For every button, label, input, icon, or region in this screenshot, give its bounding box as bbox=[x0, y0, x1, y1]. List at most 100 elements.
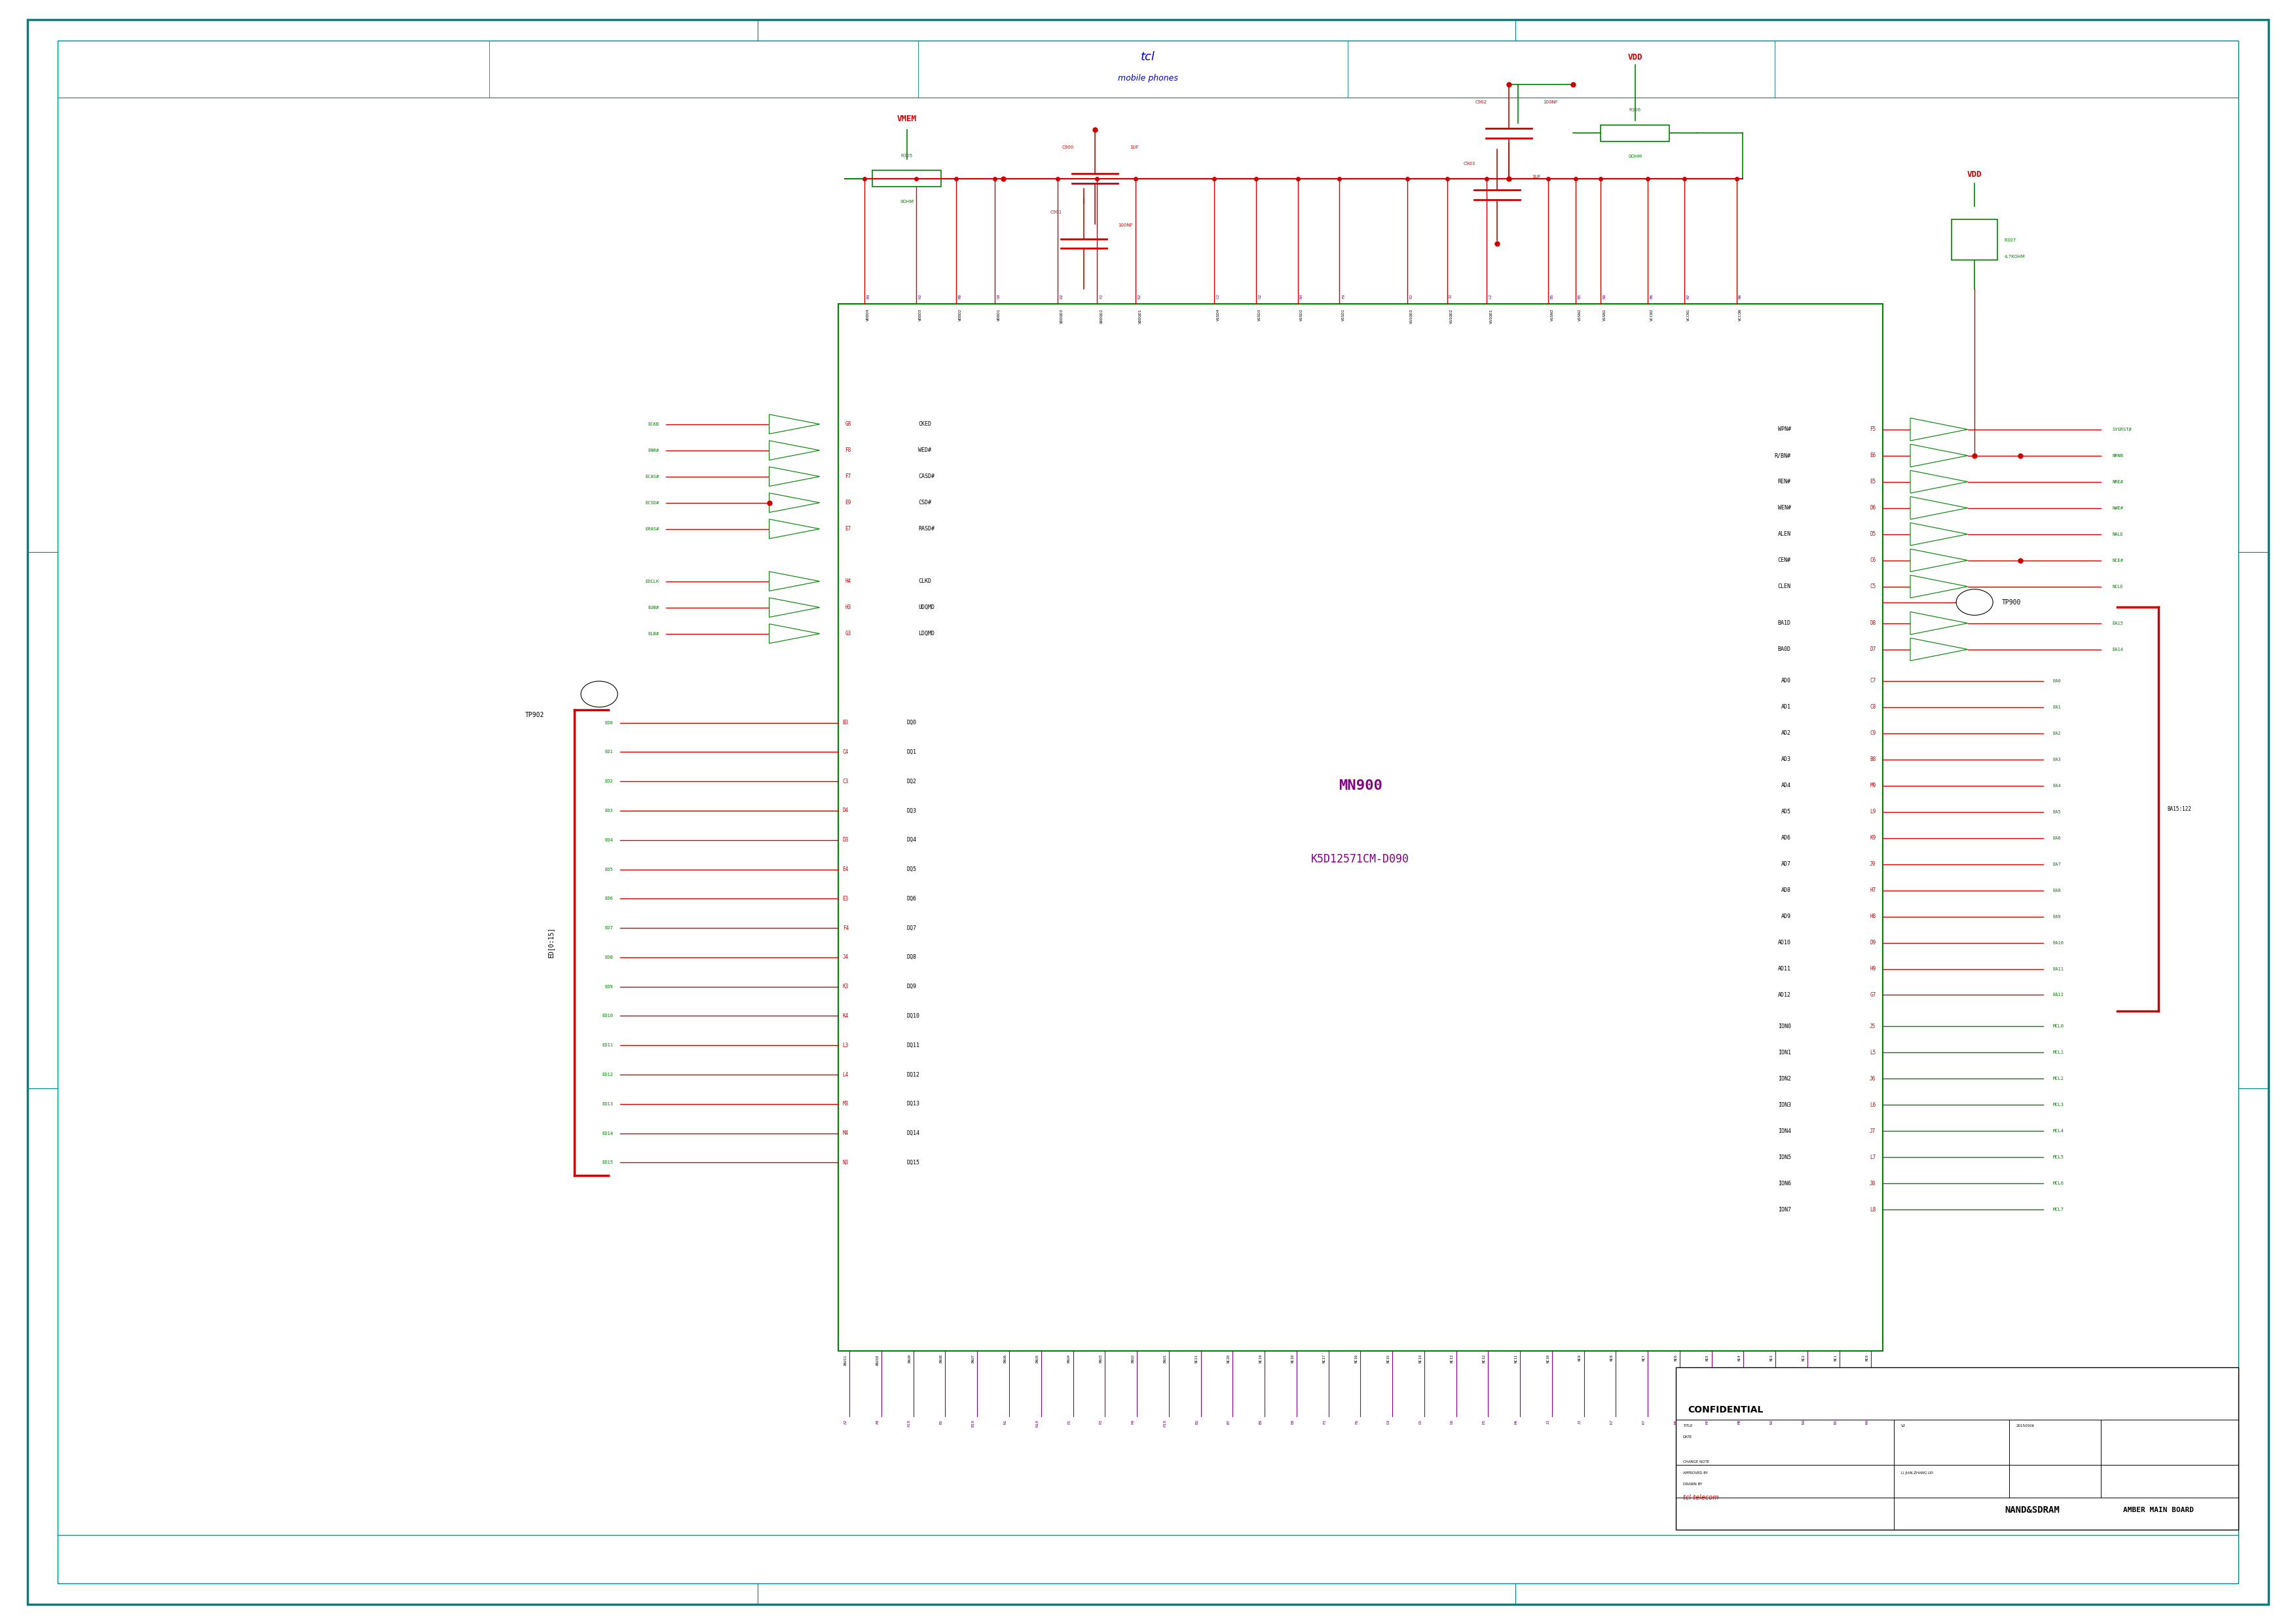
Text: EA9: EA9 bbox=[2053, 914, 2062, 919]
Text: MCL6: MCL6 bbox=[2053, 1182, 2064, 1186]
Text: AD1: AD1 bbox=[1782, 705, 1791, 710]
Text: 0OHM: 0OHM bbox=[900, 200, 914, 203]
Text: EA7: EA7 bbox=[2053, 862, 2062, 866]
Text: EA5: EA5 bbox=[2053, 810, 2062, 814]
Text: ION6: ION6 bbox=[1777, 1181, 1791, 1187]
Text: EA2: EA2 bbox=[2053, 731, 2062, 736]
Text: H8: H8 bbox=[1869, 914, 1876, 919]
Text: ED1: ED1 bbox=[604, 750, 613, 754]
Text: C8: C8 bbox=[1869, 705, 1876, 710]
Text: NC16: NC16 bbox=[1355, 1354, 1357, 1363]
Text: ION7: ION7 bbox=[1777, 1207, 1791, 1213]
Text: VDDQD1: VDDQD1 bbox=[1139, 309, 1141, 323]
Text: ED12: ED12 bbox=[602, 1073, 613, 1077]
Text: ED13: ED13 bbox=[602, 1103, 613, 1106]
Text: 4.7KOHM: 4.7KOHM bbox=[2004, 255, 2025, 258]
Text: EA12: EA12 bbox=[2053, 992, 2064, 997]
Text: EA11: EA11 bbox=[2053, 966, 2064, 971]
Text: NC12: NC12 bbox=[1483, 1354, 1486, 1363]
Text: ED11: ED11 bbox=[602, 1043, 613, 1047]
Text: A9: A9 bbox=[875, 1419, 879, 1424]
Text: E5: E5 bbox=[1869, 479, 1876, 484]
Text: ECSD#: ECSD# bbox=[645, 500, 659, 505]
Text: CONFIDENTIAL: CONFIDENTIAL bbox=[1688, 1405, 1763, 1415]
Text: E3: E3 bbox=[843, 896, 850, 901]
Text: K2: K2 bbox=[1139, 294, 1141, 299]
Text: C9: C9 bbox=[1869, 731, 1876, 736]
Text: P2: P2 bbox=[1100, 1419, 1102, 1424]
Text: K9: K9 bbox=[1869, 835, 1876, 841]
Text: tcl telecom: tcl telecom bbox=[1683, 1494, 1720, 1501]
Bar bbox=[1952, 219, 1998, 260]
Text: tcl: tcl bbox=[1141, 50, 1155, 63]
Text: C901: C901 bbox=[1049, 211, 1063, 214]
Text: J3: J3 bbox=[1577, 1419, 1582, 1424]
Polygon shape bbox=[769, 598, 820, 617]
Text: ED9: ED9 bbox=[604, 984, 613, 989]
Polygon shape bbox=[1910, 612, 1968, 635]
Text: DNU11: DNU11 bbox=[845, 1354, 847, 1366]
Text: ECKB: ECKB bbox=[647, 422, 659, 425]
Text: ED2: ED2 bbox=[604, 780, 613, 783]
Text: L7: L7 bbox=[1869, 1155, 1876, 1160]
Text: NC10: NC10 bbox=[1548, 1354, 1550, 1363]
Text: MCL7: MCL7 bbox=[2053, 1208, 2064, 1212]
Text: P10: P10 bbox=[1164, 1419, 1166, 1427]
Text: VSSQD1: VSSQD1 bbox=[1490, 309, 1492, 323]
Text: C4: C4 bbox=[843, 749, 850, 755]
Text: NRNB: NRNB bbox=[2112, 453, 2124, 458]
Text: CLKD: CLKD bbox=[918, 578, 932, 585]
Text: TP900: TP900 bbox=[2002, 599, 2020, 606]
Text: ED3: ED3 bbox=[604, 809, 613, 812]
Text: DNU8: DNU8 bbox=[939, 1354, 944, 1363]
Text: DNU9: DNU9 bbox=[907, 1354, 912, 1363]
Text: AD7: AD7 bbox=[1782, 861, 1791, 867]
Text: EDCLK: EDCLK bbox=[645, 580, 659, 583]
Text: NC14: NC14 bbox=[1419, 1354, 1421, 1363]
Text: BA1D: BA1D bbox=[1777, 620, 1791, 627]
Text: N5: N5 bbox=[1835, 1419, 1837, 1424]
Text: ION2: ION2 bbox=[1777, 1075, 1791, 1082]
Text: E8: E8 bbox=[1290, 1419, 1295, 1424]
Bar bbox=[1676, 1367, 2239, 1530]
Text: K7: K7 bbox=[1609, 1419, 1614, 1424]
Bar bbox=[872, 171, 941, 187]
Text: DQ10: DQ10 bbox=[907, 1013, 921, 1018]
Text: NC7: NC7 bbox=[1642, 1354, 1646, 1361]
Text: AD4: AD4 bbox=[1782, 783, 1791, 789]
Text: B9: B9 bbox=[1258, 1419, 1263, 1424]
Text: B7: B7 bbox=[1226, 1419, 1231, 1424]
Text: VDDD1: VDDD1 bbox=[996, 309, 1001, 322]
Text: ED14: ED14 bbox=[602, 1132, 613, 1135]
Text: AD0: AD0 bbox=[1782, 677, 1791, 684]
Text: M6: M6 bbox=[1674, 1419, 1678, 1424]
Text: P1: P1 bbox=[1068, 1419, 1070, 1424]
Text: DNU1: DNU1 bbox=[1164, 1354, 1166, 1363]
Text: TITLE: TITLE bbox=[1683, 1424, 1692, 1427]
Text: J6: J6 bbox=[1869, 1075, 1876, 1082]
Text: CKED: CKED bbox=[918, 421, 932, 427]
Text: M7: M7 bbox=[1706, 1419, 1708, 1424]
Text: F4: F4 bbox=[843, 926, 850, 931]
Text: ED4: ED4 bbox=[604, 838, 613, 841]
Text: DRAWN BY: DRAWN BY bbox=[1683, 1483, 1701, 1486]
Text: DQ1: DQ1 bbox=[907, 749, 916, 755]
Text: F7: F7 bbox=[845, 474, 852, 479]
Text: AD8: AD8 bbox=[1782, 887, 1791, 893]
Text: D9: D9 bbox=[1869, 940, 1876, 945]
Text: NC3: NC3 bbox=[1770, 1354, 1773, 1361]
Text: DQ15: DQ15 bbox=[907, 1160, 921, 1166]
Text: CHANGE NOTE: CHANGE NOTE bbox=[1683, 1460, 1708, 1463]
Text: DQ5: DQ5 bbox=[907, 866, 916, 872]
Text: DQ13: DQ13 bbox=[907, 1101, 921, 1108]
Text: J8: J8 bbox=[1869, 1181, 1876, 1187]
Text: EA4: EA4 bbox=[2053, 783, 2062, 788]
Text: B4: B4 bbox=[866, 294, 870, 299]
Text: EA0: EA0 bbox=[2053, 679, 2062, 682]
Text: NAND&SDRAM: NAND&SDRAM bbox=[2004, 1505, 2060, 1515]
Text: B8: B8 bbox=[1869, 757, 1876, 762]
Text: VSSD1: VSSD1 bbox=[1341, 309, 1345, 322]
Polygon shape bbox=[1910, 575, 1968, 598]
Text: K4: K4 bbox=[843, 1013, 850, 1018]
Text: EA8: EA8 bbox=[2053, 888, 2062, 892]
